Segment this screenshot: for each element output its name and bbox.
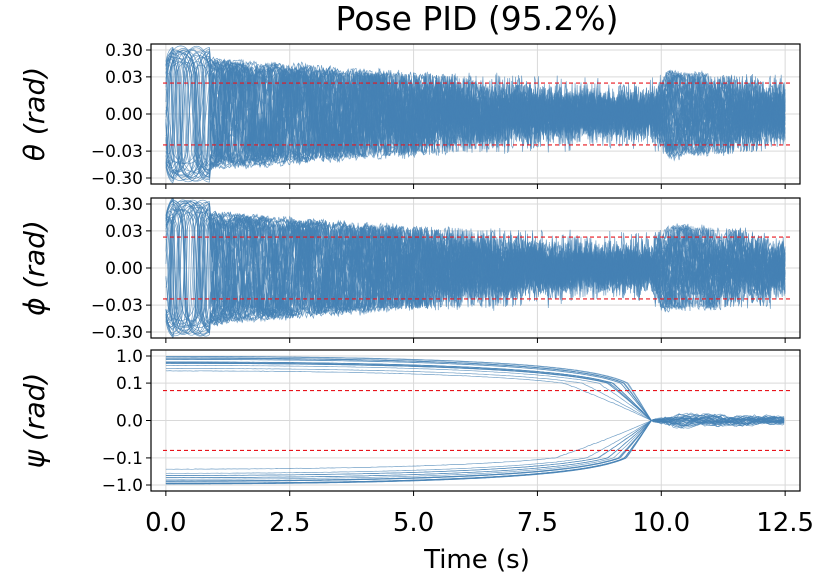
trace-psi-27 [165,414,785,485]
ytick-label-phi-1: −0.03 [91,296,143,316]
trace-psi-24 [165,361,785,426]
ylabel-symbol-theta: θ [18,135,51,161]
ylabel-psi: ψ (rad) [18,373,51,469]
trace-theta-44 [165,48,786,178]
ytick-label-phi-4: 0.30 [105,195,143,215]
trace-theta-38 [165,49,786,179]
xtick-label-3: 7.5 [517,508,558,538]
ytick-label-theta-4: 0.30 [105,41,143,61]
traces-theta [165,45,786,184]
ytick-label-theta-3: 0.03 [105,68,143,88]
panel-theta: −0.30 −0.03 0.00 0.03 0.30 θ (rad) [18,41,801,189]
ylabel-phi: ϕ (rad) [18,220,51,316]
chart-title: Pose PID (95.2%) [335,0,618,38]
xtick-label-5: 12.5 [756,508,814,538]
panel-phi: −0.30 −0.03 0.00 0.03 0.30 ϕ (rad) [18,195,801,343]
trace-psi-14 [165,362,785,425]
ytick-label-theta-2: 0.00 [105,105,143,125]
traces-phi [165,198,786,338]
ylabel-symbol-psi: ψ [18,441,51,468]
trace-psi-4 [165,355,785,427]
trace-phi-41 [165,200,786,336]
ytick-label-theta-1: −0.03 [91,142,143,162]
xtick-label-0: 0.0 [145,508,186,538]
trace-psi-1 [165,413,785,482]
ytick-label-psi-0: −1.0 [102,476,143,496]
xtick-label-4: 10.0 [632,508,690,538]
panel-psi: −1.0 −0.1 0.0 0.1 1.0 ψ (rad) [18,347,801,496]
trace-theta-43 [165,54,786,171]
ylabel-symbol-phi: ϕ [18,288,51,315]
ytick-label-theta-0: −0.30 [91,169,143,189]
xtick-label-1: 2.5 [269,508,310,538]
ytick-label-psi-1: −0.1 [102,449,143,469]
ytick-label-phi-3: 0.03 [105,222,143,242]
trace-psi-33 [165,412,785,478]
ytick-label-psi-2: 0.0 [116,412,143,432]
x-axis-label: Time (s) [423,545,530,575]
ytick-label-phi-0: −0.30 [91,323,143,343]
trace-phi-43 [165,205,786,334]
trace-psi-31 [165,413,785,476]
traces-psi [165,355,785,485]
ylabel-unit-psi: (rad) [18,373,51,441]
trace-phi-42 [165,202,786,333]
ytick-label-psi-4: 1.0 [116,347,143,367]
ylabel-unit-phi: (rad) [18,220,51,288]
trace-psi-30 [165,356,785,426]
xtick-label-2: 5.0 [393,508,434,538]
ylabel-theta: θ (rad) [18,67,51,161]
ylabel-unit-theta: (rad) [18,67,51,135]
ytick-label-phi-2: 0.00 [105,259,143,279]
trace-psi-32 [165,359,785,426]
trace-phi-44 [165,214,786,328]
trace-psi-29 [165,415,785,484]
x-axis-ticks: 0.0 2.5 5.0 7.5 10.0 12.5 [145,184,814,538]
trace-psi-28 [165,365,785,424]
ytick-label-psi-3: 0.1 [116,374,143,394]
